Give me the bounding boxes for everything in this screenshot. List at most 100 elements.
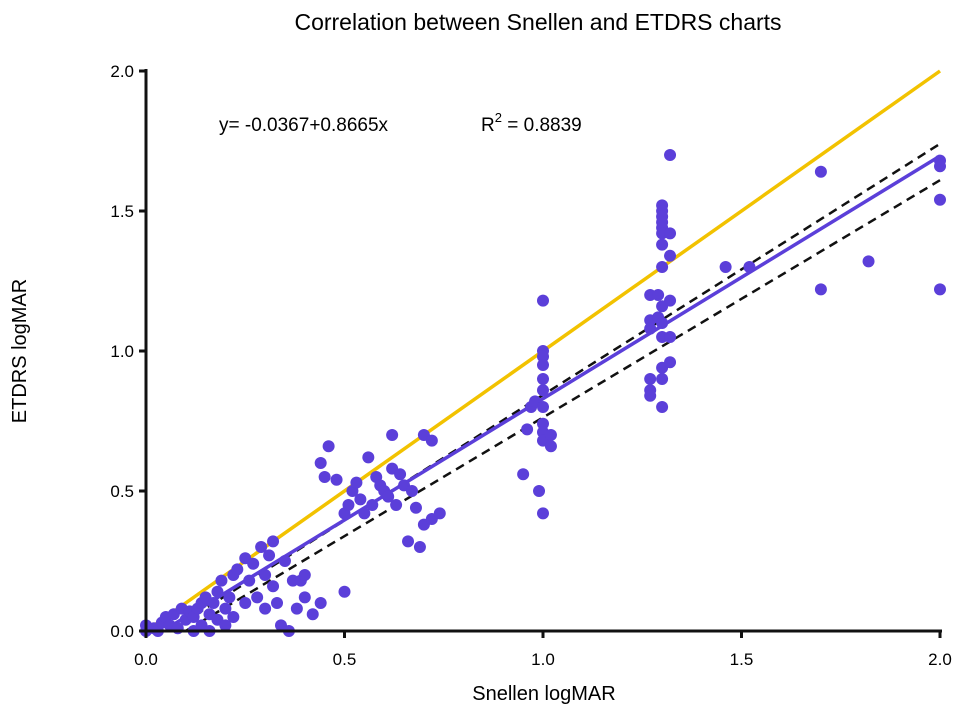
regression-equation: y= -0.0367+0.8665x	[219, 115, 389, 136]
chart-title: Correlation between Snellen and ETDRS ch…	[294, 9, 781, 35]
data-point	[537, 507, 549, 520]
data-point	[267, 535, 280, 548]
data-point	[318, 471, 331, 483]
data-point	[656, 317, 669, 329]
data-point	[290, 602, 303, 615]
regression-line	[164, 154, 941, 631]
y-tick-label: 1.0	[110, 342, 134, 361]
y-tick-label: 1.5	[110, 202, 134, 221]
y-tick-label: 0.0	[110, 622, 134, 641]
y-tick-label: 2.0	[110, 62, 134, 81]
data-point	[314, 597, 327, 609]
data-point	[362, 451, 375, 464]
data-point	[390, 499, 403, 511]
data-point	[386, 429, 399, 441]
data-point	[211, 585, 224, 598]
data-point	[382, 490, 395, 503]
data-point	[934, 160, 946, 173]
data-point	[394, 468, 407, 481]
data-point	[227, 611, 240, 623]
data-point	[259, 602, 272, 615]
data-point	[656, 261, 669, 273]
x-tick-label: 1.5	[730, 650, 754, 669]
data-point	[306, 608, 319, 621]
data-point	[402, 535, 415, 548]
data-point	[814, 165, 827, 178]
data-point	[664, 331, 677, 343]
data-point	[934, 193, 946, 206]
data-point	[219, 602, 232, 615]
data-point	[239, 597, 252, 609]
data-point	[298, 569, 311, 581]
data-point	[405, 485, 418, 497]
data-point	[533, 485, 546, 497]
data-point	[537, 417, 549, 430]
data-point	[664, 149, 677, 161]
x-tick-label: 0.0	[134, 650, 158, 669]
data-point	[537, 359, 549, 371]
x-tick-label: 1.0	[531, 650, 555, 669]
data-point	[342, 499, 355, 511]
data-point	[862, 255, 875, 268]
data-point	[298, 591, 311, 604]
y-axis-label: ETDRS logMAR	[9, 279, 31, 423]
data-point	[537, 373, 549, 385]
data-point	[521, 423, 534, 436]
data-point	[354, 493, 367, 506]
data-point	[664, 227, 677, 240]
data-point	[263, 549, 276, 562]
data-point	[215, 574, 228, 587]
data-point	[366, 499, 379, 511]
data-point	[743, 261, 756, 273]
data-point	[544, 429, 557, 441]
data-point	[537, 294, 549, 307]
data-point	[350, 476, 363, 489]
confidence-lower-line	[185, 179, 941, 633]
data-point	[656, 401, 669, 413]
data-point	[537, 401, 549, 413]
data-point	[652, 289, 665, 301]
data-point	[644, 322, 657, 335]
data-point	[322, 440, 335, 453]
data-point	[267, 580, 280, 593]
data-point	[207, 597, 220, 609]
data-point	[247, 557, 260, 570]
data-point	[243, 574, 256, 587]
data-point	[537, 384, 549, 397]
data-point	[664, 294, 677, 307]
x-axis-label: Snellen logMAR	[472, 683, 615, 705]
x-tick-label: 0.5	[333, 650, 357, 669]
data-point	[517, 468, 530, 481]
data-point	[644, 373, 657, 385]
data-point	[934, 283, 946, 296]
data-point	[644, 389, 657, 402]
data-point	[358, 507, 371, 520]
data-point	[278, 555, 291, 567]
data-point	[656, 238, 669, 251]
data-point	[255, 541, 268, 553]
data-point	[537, 350, 549, 363]
data-point	[544, 440, 557, 453]
data-point	[425, 434, 438, 447]
data-point	[338, 585, 351, 598]
data-point	[664, 249, 677, 262]
data-point	[330, 473, 343, 486]
data-point	[656, 373, 669, 385]
y-tick-label: 0.5	[110, 482, 134, 501]
data-point	[219, 619, 232, 632]
data-point	[259, 569, 272, 581]
data-point	[413, 541, 426, 553]
data-point	[231, 563, 244, 576]
points-layer	[140, 149, 946, 637]
data-point	[719, 261, 732, 273]
data-point	[314, 457, 327, 469]
data-point	[271, 597, 284, 609]
x-tick-label: 2.0	[928, 650, 952, 669]
axes-layer: 0.0 0.5 1.0 1.5 2.0 0.0 0.5 1.0 1.5 2.0	[110, 62, 951, 669]
r-squared-annotation: R2 = 0.8839	[481, 110, 582, 136]
data-point	[223, 591, 236, 604]
data-point	[433, 507, 446, 520]
data-point	[251, 591, 264, 604]
data-point	[664, 356, 677, 369]
